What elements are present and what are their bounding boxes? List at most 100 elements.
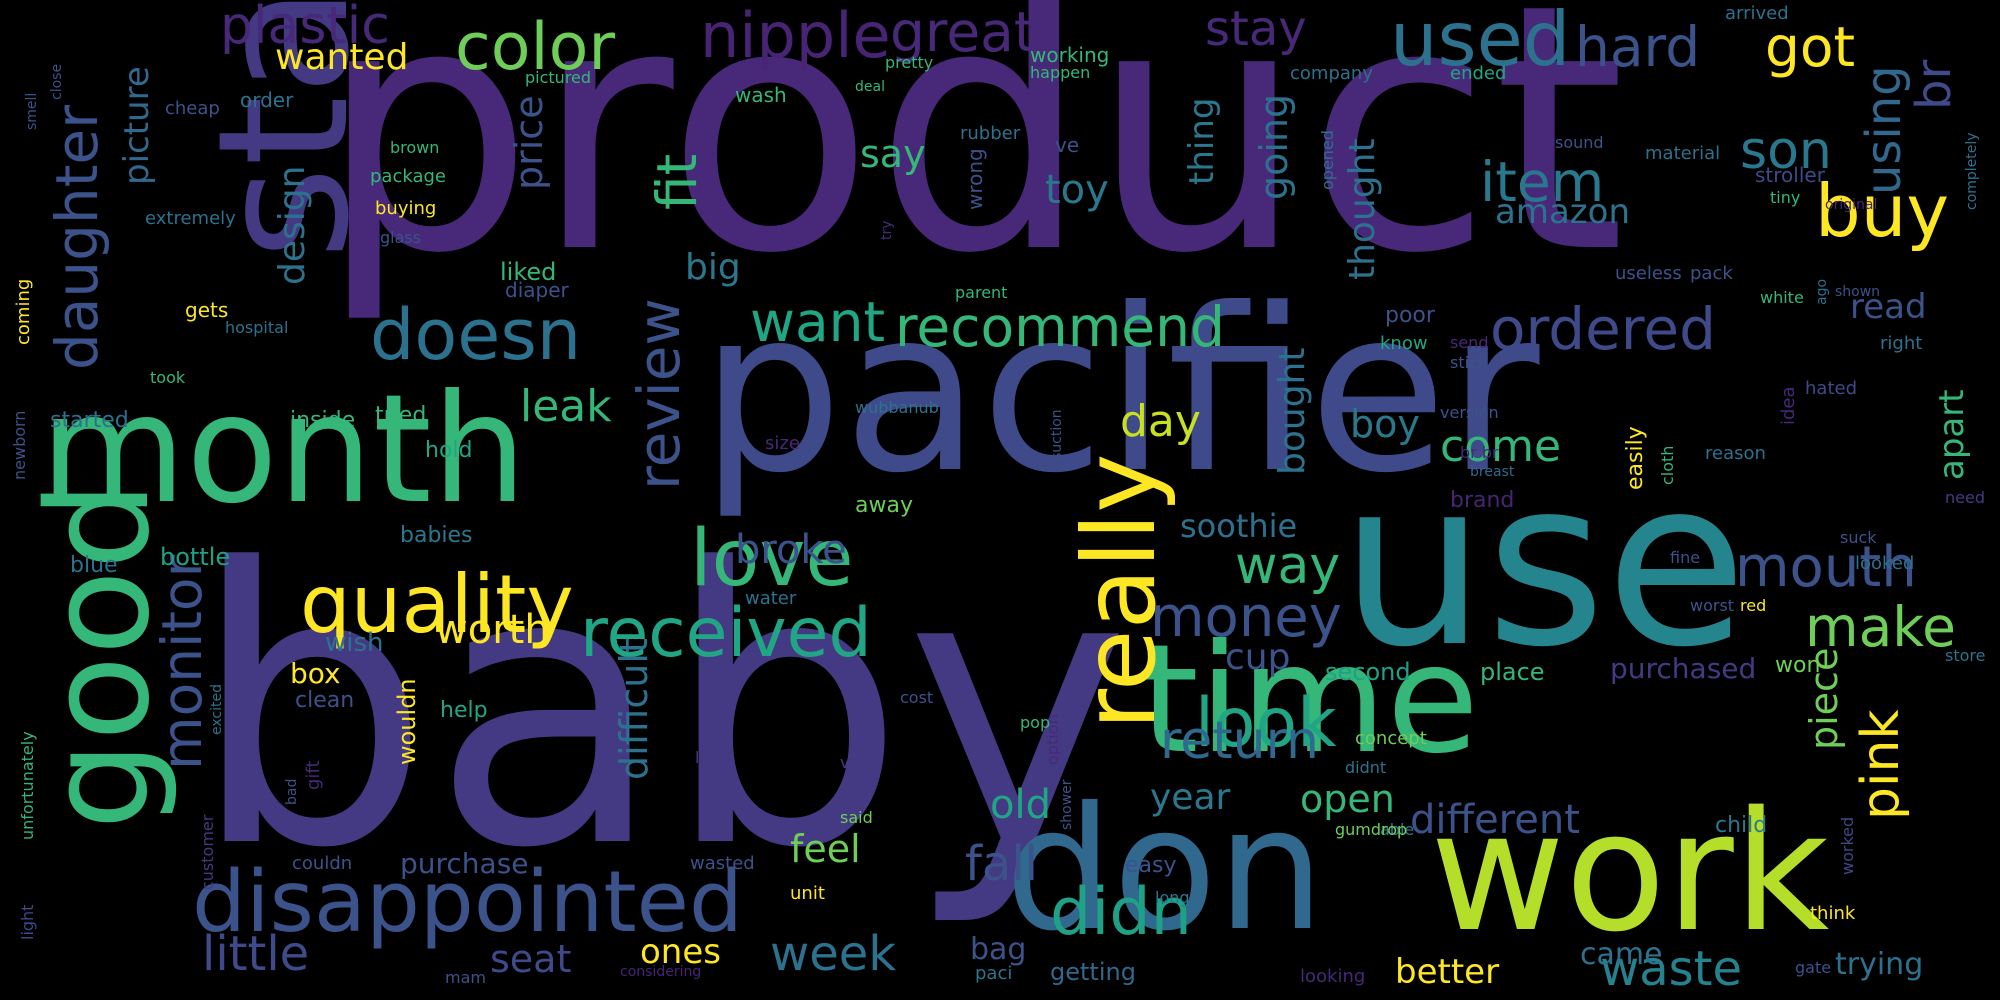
word-wouldn: wouldn <box>393 678 421 765</box>
word-pacifier: pacifier <box>700 261 1540 523</box>
word-design: design <box>272 165 313 285</box>
word-white: white <box>1760 288 1804 307</box>
word-recommend: recommend <box>895 295 1225 359</box>
word-feel: feel <box>790 827 861 871</box>
word-tiny: tiny <box>1770 188 1801 207</box>
word-second: second <box>1325 658 1411 686</box>
word-wrong: wrong <box>963 148 987 210</box>
word-won: won <box>1775 653 1821 678</box>
word-amazon: amazon <box>1495 192 1630 232</box>
word-bag: bag <box>970 932 1027 967</box>
word-right: right <box>1880 333 1923 354</box>
word-monitor: monitor <box>150 554 214 770</box>
word-light: light <box>18 904 37 940</box>
word-good: good <box>18 480 181 830</box>
word-fall: fall <box>965 836 1038 892</box>
word-said: said <box>840 808 873 827</box>
word-original: original <box>1825 197 1878 213</box>
word-year: year <box>1150 777 1231 818</box>
word-wasted: wasted <box>690 853 755 874</box>
word-coming: coming <box>13 278 34 345</box>
word-rubber: rubber <box>960 123 1021 144</box>
word-come: come <box>1440 421 1562 472</box>
word-son: son <box>1740 121 1832 181</box>
word-cloth: cloth <box>1658 445 1677 485</box>
word-sound: sound <box>1555 133 1604 152</box>
word-old: old <box>990 782 1051 828</box>
word-bottle: bottle <box>160 543 231 571</box>
word-order: order <box>240 88 294 112</box>
word-unit: unit <box>790 883 825 904</box>
word-brand: brand <box>1450 488 1515 513</box>
word-open: open <box>1300 777 1395 821</box>
word-easy: easy <box>1125 853 1177 878</box>
word-pack: pack <box>1690 263 1733 284</box>
word-arrived: arrived <box>1725 3 1789 24</box>
word-opened: opened <box>1318 130 1337 190</box>
word-stay: stay <box>1205 1 1307 57</box>
word-quality: quality <box>300 558 574 651</box>
word-ago: ago <box>1814 278 1830 305</box>
word-plastic: plastic <box>220 0 390 56</box>
word-difficult: difficult <box>612 638 656 780</box>
word-buy: buy <box>1815 169 1949 253</box>
word-used: used <box>1390 0 1571 83</box>
word-place: place <box>1480 658 1545 686</box>
word-purchase: purchase <box>400 847 529 880</box>
word-water: water <box>745 588 797 609</box>
word-thought: thought <box>1342 138 1383 280</box>
word-wish: wish <box>325 628 384 658</box>
word-version: version <box>1440 403 1499 422</box>
word-took: took <box>150 368 186 387</box>
word-mam: mam <box>445 968 486 987</box>
word-color: color <box>455 10 616 85</box>
word-little: little <box>202 926 310 982</box>
word-apart: apart <box>1932 389 1972 480</box>
word-tried: tried <box>375 403 427 428</box>
word-shower: shower <box>1059 779 1075 830</box>
word-babies: babies <box>400 523 473 548</box>
word-wubbanub: wubbanub <box>855 398 939 417</box>
word-gate: gate <box>1795 958 1832 977</box>
word-didn: didn <box>1050 875 1192 950</box>
word-store: store <box>1945 646 1986 665</box>
word-suction: suction <box>1049 409 1065 460</box>
word-excited: excited <box>209 684 225 735</box>
word-br-br: br br <box>1460 443 1499 462</box>
word-suck: suck <box>1840 528 1877 547</box>
word-use: use <box>1340 431 1748 698</box>
word-lint: lint <box>695 748 721 767</box>
word-day: day <box>1120 396 1201 447</box>
word-happen: happen <box>1030 63 1091 82</box>
word-ones: ones <box>640 932 721 972</box>
word-didnt: didnt <box>1345 758 1387 777</box>
word-clean: clean <box>295 688 355 713</box>
word-gift: gift <box>303 760 324 790</box>
word-newborn: newborn <box>10 410 29 480</box>
word-waste: waste <box>1600 941 1743 997</box>
word-time: time <box>1140 613 1479 787</box>
word-pop: pop <box>1020 713 1051 732</box>
word-package: package <box>370 166 446 187</box>
word-looking: looking <box>1300 966 1366 987</box>
word-shown: shown <box>1835 284 1881 300</box>
word-stroller: stroller <box>1755 163 1825 187</box>
word-going: going <box>1252 93 1296 200</box>
word-money: money <box>1150 585 1342 650</box>
word-broke: broke <box>735 527 847 573</box>
word-worth: worth <box>435 607 550 653</box>
word-breast: breast <box>1470 464 1515 480</box>
word-using: using <box>1856 65 1912 195</box>
word-couldn: couldn <box>292 853 353 874</box>
word-don: don <box>1005 771 1325 969</box>
word-disappointed: disappointed <box>192 853 743 952</box>
word-cheap: cheap <box>165 98 220 119</box>
word-say: say <box>860 132 926 176</box>
word-review: review <box>625 298 693 490</box>
word-try: try <box>879 220 895 240</box>
word-ordered: ordered <box>1490 295 1716 363</box>
word-month: month <box>40 363 527 537</box>
word-company: company <box>1290 63 1373 84</box>
word-love: love <box>690 514 854 604</box>
word-wanted: wanted <box>275 37 409 78</box>
